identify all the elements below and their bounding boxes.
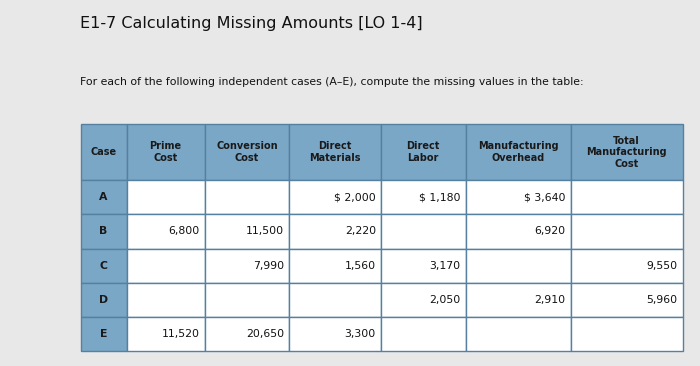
Bar	[466, 317, 570, 351]
Bar	[127, 249, 204, 283]
Bar	[570, 214, 682, 249]
Bar	[80, 283, 127, 317]
Text: $ 3,640: $ 3,640	[524, 192, 566, 202]
Text: Case: Case	[90, 147, 117, 157]
Bar	[204, 180, 289, 214]
Bar	[127, 283, 204, 317]
Bar	[204, 283, 289, 317]
Text: 2,050: 2,050	[429, 295, 461, 305]
Bar	[80, 214, 127, 249]
Bar	[127, 124, 204, 180]
Bar	[80, 124, 127, 180]
Text: 9,550: 9,550	[647, 261, 678, 271]
Text: 3,300: 3,300	[344, 329, 376, 339]
Bar	[570, 180, 682, 214]
Text: 11,520: 11,520	[162, 329, 200, 339]
Text: Total
Manufacturing
Cost: Total Manufacturing Cost	[587, 136, 667, 169]
Bar	[204, 124, 289, 180]
Text: Conversion
Cost: Conversion Cost	[216, 141, 278, 163]
Text: 2,910: 2,910	[535, 295, 566, 305]
Text: 3,170: 3,170	[430, 261, 461, 271]
Text: 6,800: 6,800	[169, 227, 199, 236]
Bar	[381, 214, 466, 249]
Text: Direct
Labor: Direct Labor	[407, 141, 440, 163]
Bar	[381, 124, 466, 180]
Bar	[570, 249, 682, 283]
Bar	[80, 317, 127, 351]
Text: 2,220: 2,220	[345, 227, 376, 236]
Text: E: E	[100, 329, 107, 339]
Text: 6,920: 6,920	[535, 227, 566, 236]
Bar	[289, 317, 381, 351]
Bar	[204, 317, 289, 351]
Text: 11,500: 11,500	[246, 227, 284, 236]
Bar	[466, 214, 570, 249]
Text: 7,990: 7,990	[253, 261, 284, 271]
Bar	[289, 214, 381, 249]
Bar	[289, 180, 381, 214]
Text: E1-7 Calculating Missing Amounts [LO 1-4]: E1-7 Calculating Missing Amounts [LO 1-4…	[80, 16, 423, 31]
Bar	[80, 249, 127, 283]
Bar	[381, 180, 466, 214]
Bar	[466, 283, 570, 317]
Text: For each of the following independent cases (A–E), compute the missing values in: For each of the following independent ca…	[80, 77, 584, 87]
Bar	[381, 283, 466, 317]
Bar	[127, 317, 204, 351]
Bar	[289, 124, 381, 180]
Text: B: B	[99, 227, 108, 236]
Text: $ 2,000: $ 2,000	[334, 192, 376, 202]
Text: 1,560: 1,560	[345, 261, 376, 271]
Text: 5,960: 5,960	[647, 295, 678, 305]
Bar	[381, 317, 466, 351]
Bar	[289, 283, 381, 317]
Bar	[466, 180, 570, 214]
Text: $ 1,180: $ 1,180	[419, 192, 461, 202]
Text: Direct
Materials: Direct Materials	[309, 141, 360, 163]
Bar	[204, 214, 289, 249]
Bar	[80, 180, 127, 214]
Bar	[204, 249, 289, 283]
Text: Manufacturing
Overhead: Manufacturing Overhead	[478, 141, 559, 163]
Bar	[127, 180, 204, 214]
Text: 20,650: 20,650	[246, 329, 284, 339]
Text: C: C	[99, 261, 108, 271]
Bar	[466, 249, 570, 283]
Text: Prime
Cost: Prime Cost	[150, 141, 181, 163]
Bar	[289, 249, 381, 283]
Bar	[570, 317, 682, 351]
Text: A: A	[99, 192, 108, 202]
Bar	[570, 124, 682, 180]
Bar	[466, 124, 570, 180]
Bar	[570, 283, 682, 317]
Text: D: D	[99, 295, 108, 305]
Bar	[127, 214, 204, 249]
Bar	[381, 249, 466, 283]
